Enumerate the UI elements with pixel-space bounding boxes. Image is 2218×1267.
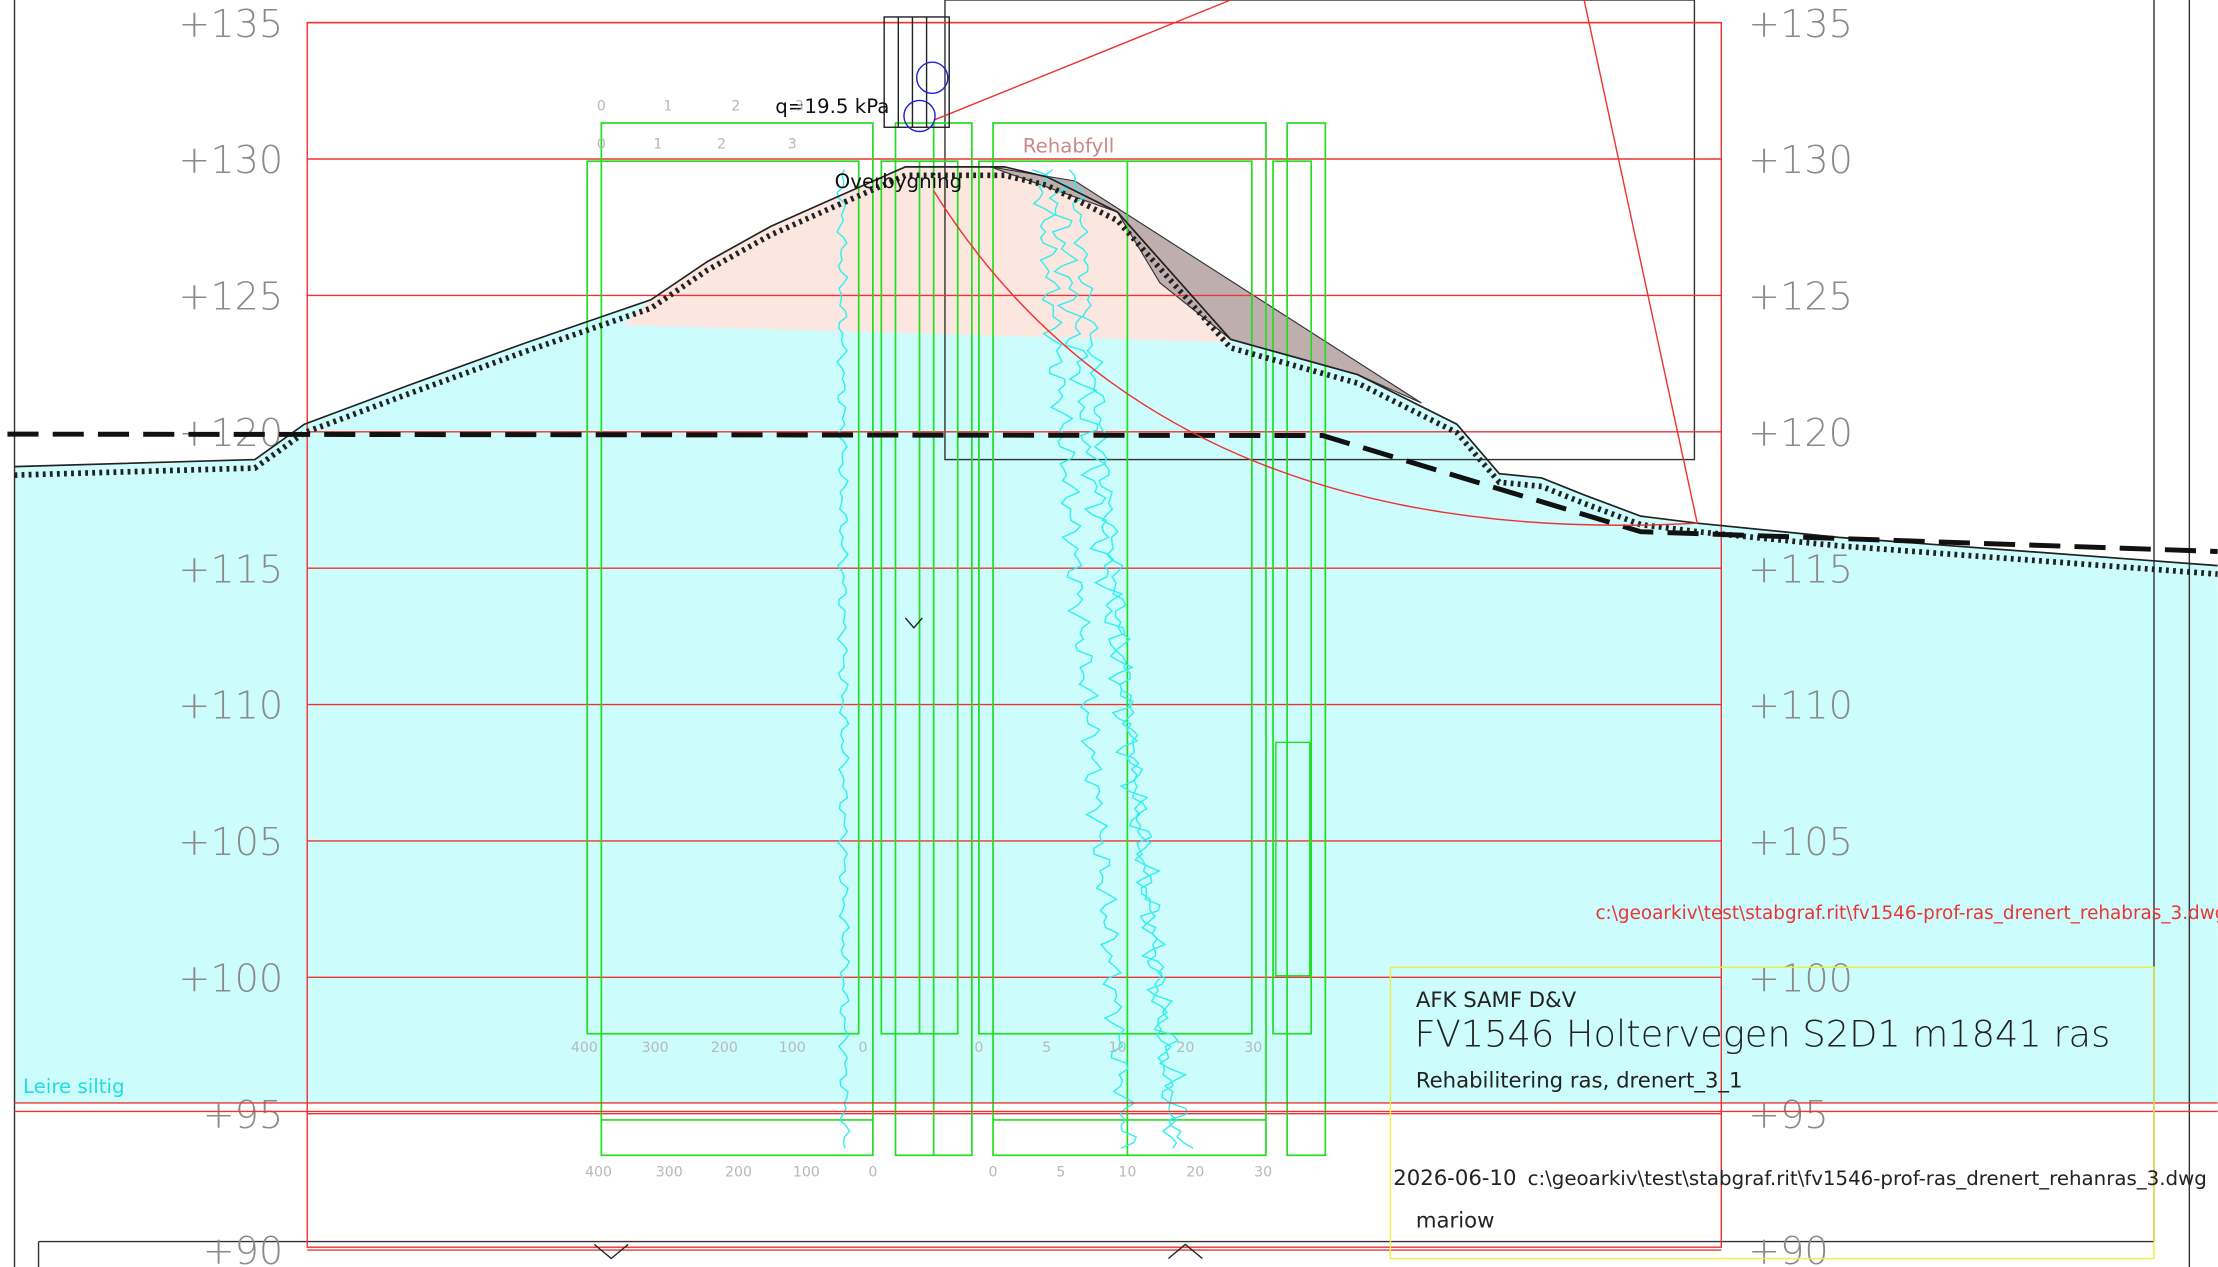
elevation-label: +95 — [203, 1094, 284, 1138]
elevation-label: +90 — [203, 1230, 284, 1267]
scale-label: 30 — [1254, 1165, 1272, 1181]
elevation-label: +95 — [1748, 1094, 1829, 1138]
scale-label: 0 — [858, 1040, 867, 1056]
scale-label: 0 — [989, 1165, 998, 1181]
scale-label: 10 — [1108, 1040, 1126, 1056]
groundwater-line — [7, 431, 2218, 554]
search-box — [944, 0, 1696, 461]
title-block — [1389, 966, 2155, 1260]
scale-label: 1 — [663, 98, 672, 114]
user: mariow — [1416, 1208, 1495, 1233]
fill-label: Rehabfyll — [1023, 135, 1115, 158]
file-reference: c:\geoarkiv\test\stabgraf.rit\fv1546-pro… — [1595, 903, 2218, 924]
scale-label: 400 — [571, 1040, 598, 1056]
elevation-label: +90 — [1748, 1230, 1829, 1267]
elevation-label: +125 — [178, 276, 283, 320]
elevation-label: +130 — [178, 139, 283, 183]
elevation-label: +135 — [1748, 3, 1853, 47]
elevation-label: +100 — [178, 957, 283, 1001]
elevation-label: +135 — [178, 3, 283, 47]
scale-label: 3 — [795, 98, 804, 114]
scale-label: 200 — [711, 1040, 738, 1056]
scale-label: 200 — [725, 1165, 752, 1181]
scale-label: 5 — [1042, 1040, 1051, 1056]
elevation-label: +115 — [178, 548, 283, 592]
scale-label: 300 — [656, 1165, 683, 1181]
marker — [904, 617, 923, 629]
elevation-label: +130 — [1748, 139, 1853, 183]
scale-label: 0 — [974, 1040, 983, 1056]
scale-label: 400 — [585, 1165, 612, 1181]
elevation-label: +115 — [1748, 548, 1853, 592]
center-marker — [915, 61, 949, 95]
load-symbol — [883, 16, 950, 128]
date: 2026-06-10 — [1393, 1166, 1516, 1191]
slip-circle — [933, 190, 1698, 526]
scale-label: 10 — [1118, 1165, 1136, 1181]
cpt-trace — [835, 169, 851, 1149]
marker — [593, 1243, 1203, 1260]
fill-zone — [622, 166, 1231, 343]
center-marker — [903, 99, 936, 133]
elevation-label: +125 — [1748, 276, 1853, 320]
ground-line — [14, 166, 2218, 567]
file-path: c:\geoarkiv\test\stabgraf.rit\fv1546-pro… — [1528, 1167, 2207, 1190]
radius-line — [1583, 0, 1698, 524]
elevation-label: +120 — [1748, 412, 1853, 456]
elevation-label: +110 — [178, 685, 283, 729]
cpt-trace — [1068, 169, 1178, 1149]
subtitle: Rehabilitering ras, drenert_3_1 — [1416, 1068, 1743, 1093]
scale-label: 0 — [597, 136, 606, 152]
elevation-label: +100 — [1748, 957, 1853, 1001]
cpt-trace — [1031, 169, 1138, 1149]
scale-label: 30 — [1244, 1040, 1262, 1056]
pavement-label: Overbygning — [835, 170, 963, 193]
org: AFK SAMF D&V — [1416, 988, 1577, 1013]
scale-label: 20 — [1176, 1040, 1194, 1056]
drawing-title: FV1546 Holtervegen S2D1 m1841 ras — [1414, 1012, 2110, 1055]
soil-label: Leire siltig — [23, 1075, 125, 1098]
scale-label: 100 — [793, 1165, 820, 1181]
elevation-label: +105 — [178, 821, 283, 865]
load-label: q=19.5 kPa — [775, 95, 889, 118]
soil-fill — [14, 166, 2218, 1103]
scale-label: 0 — [597, 98, 606, 114]
hatch-box — [1275, 741, 1311, 977]
scale-label: 300 — [642, 1040, 669, 1056]
plot-boxes — [586, 122, 1327, 1157]
scale-label: 20 — [1186, 1165, 1204, 1181]
radius-line — [933, 0, 1231, 121]
scale-label: 3 — [788, 136, 797, 152]
scale-label: 100 — [779, 1040, 806, 1056]
scale-label: 2 — [717, 136, 726, 152]
scale-label: 5 — [1056, 1165, 1065, 1181]
scale-label: 0 — [868, 1165, 877, 1181]
elevation-label: +105 — [1748, 821, 1853, 865]
elevation-label: +110 — [1748, 685, 1853, 729]
cpt-trace — [1043, 169, 1194, 1149]
scale-label: 2 — [731, 98, 740, 114]
scale-label: 1 — [653, 136, 662, 152]
